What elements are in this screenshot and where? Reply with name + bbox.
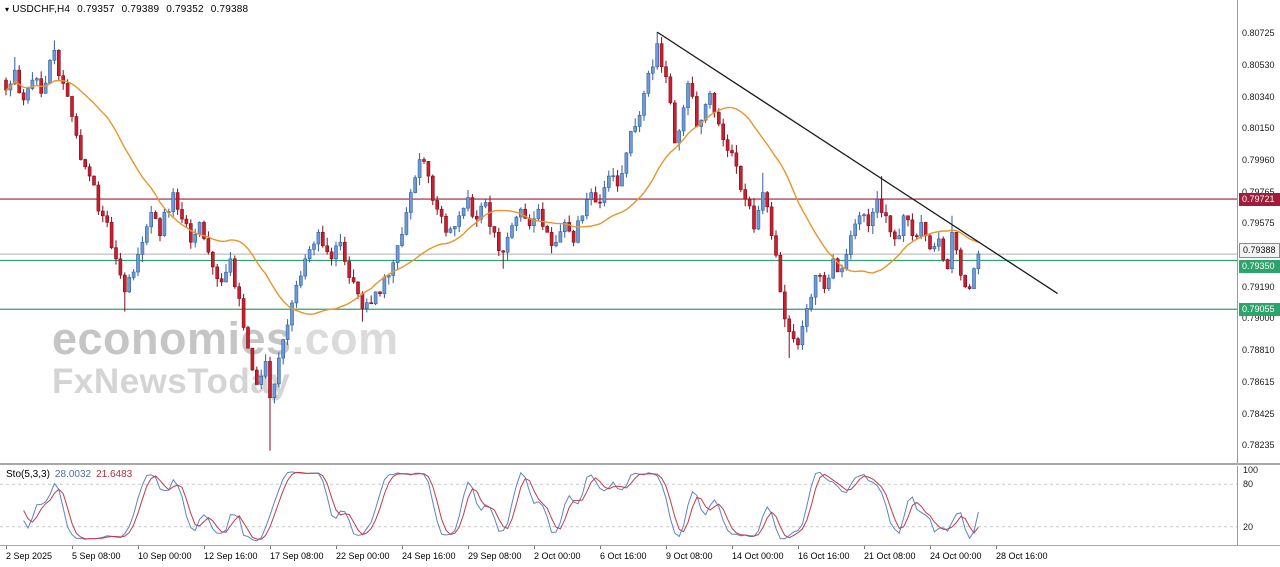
time-axis-tick [468, 546, 469, 549]
symbol-dropdown-icon[interactable]: ▾ [5, 5, 10, 14]
time-axis-tick [600, 546, 601, 549]
price-axis-label: 0.80725 [1242, 27, 1275, 38]
time-axis-tick [930, 546, 931, 549]
time-axis-label: 2 Sep 2025 [6, 551, 53, 561]
descending-trendline [656, 31, 1058, 295]
time-axis-tick [204, 546, 205, 549]
price-axis-label: 0.78425 [1242, 408, 1275, 419]
time-axis-tick [534, 546, 535, 549]
chart-header: ▾ USDCHF,H4 0.79357 0.79389 0.79352 0.793… [5, 4, 252, 15]
stochastic-label: Sto(5,3,3) 28.0032 21.6483 [6, 469, 137, 480]
price-axis-label: 0.79000 [1242, 313, 1275, 324]
horizontal-lines [0, 198, 1237, 310]
price-level-badge: 0.79055 [1239, 302, 1280, 316]
time-axis-tick [336, 546, 337, 549]
time-axis-label: 5 Sep 08:00 [72, 551, 121, 561]
time-axis-label: 28 Oct 16:00 [996, 551, 1048, 561]
time-axis-label: 10 Sep 00:00 [138, 551, 192, 561]
time-axis-label: 12 Sep 16:00 [204, 551, 258, 561]
time-axis-label: 21 Oct 08:00 [864, 551, 916, 561]
price-level-badge: 0.79388 [1239, 242, 1280, 258]
time-axis-label: 17 Sep 08:00 [270, 551, 324, 561]
sto-k-line [23, 471, 979, 542]
time-axis-label: 2 Oct 00:00 [534, 551, 581, 561]
time-axis-label: 24 Sep 16:00 [402, 551, 456, 561]
price-axis-label: 0.79190 [1242, 281, 1275, 292]
stochastic-axis[interactable]: 100 80 20 [1237, 465, 1280, 545]
time-axis-tick [402, 546, 403, 549]
price-axis-label: 0.80340 [1242, 91, 1275, 102]
time-axis-label: 24 Oct 00:00 [930, 551, 982, 561]
time-axis-label: 14 Oct 00:00 [732, 551, 784, 561]
sto-axis-label: 80 [1243, 479, 1254, 490]
time-axis-tick [138, 546, 139, 549]
time-axis-tick [270, 546, 271, 549]
price-axis-label: 0.80530 [1242, 60, 1275, 71]
time-axis-tick [666, 546, 667, 549]
price-axis-label: 0.78810 [1242, 344, 1275, 355]
ohlc-high: 0.79389 [121, 4, 160, 15]
sto-axis-label: 20 [1243, 521, 1254, 532]
watermark: economies.com FxNewsToday [52, 316, 399, 400]
stochastic-name: Sto(5,3,3) [6, 469, 50, 480]
watermark-brand: economies.com [52, 316, 399, 362]
price-level-badge: 0.79721 [1239, 192, 1280, 206]
price-axis-label: 0.79575 [1242, 218, 1275, 229]
price-chart-canvas[interactable] [0, 0, 1237, 463]
sto-d-line [23, 471, 979, 540]
stochastic-d-value: 21.6483 [96, 469, 133, 480]
time-axis-tick [996, 546, 997, 549]
time-axis-tick [732, 546, 733, 549]
time-axis-tick [6, 546, 7, 549]
candlesticks [4, 32, 981, 451]
time-axis-tick [72, 546, 73, 549]
time-axis-tick [798, 546, 799, 549]
price-level-badge: 0.79350 [1239, 259, 1280, 273]
price-axis[interactable]: 0.80725 0.80530 0.80340 0.80150 0.79960 0.797… [1237, 0, 1280, 463]
time-axis-label: 22 Sep 00:00 [336, 551, 390, 561]
price-axis-label: 0.78235 [1242, 439, 1275, 450]
chart-sto-divider[interactable] [0, 463, 1280, 465]
time-axis-label: 29 Sep 08:00 [468, 551, 522, 561]
stochastic-k-value: 28.0032 [54, 469, 92, 480]
sto-axis-label: 100 [1243, 465, 1259, 475]
price-axis-label: 0.78615 [1242, 377, 1275, 388]
time-axis-label: 9 Oct 08:00 [666, 551, 713, 561]
watermark-brand-suffix: .com [291, 313, 399, 364]
stochastic-canvas[interactable] [0, 466, 1237, 545]
ohlc-close: 0.79388 [210, 4, 249, 15]
price-axis-label: 0.79765 [1242, 187, 1275, 197]
time-axis[interactable]: 2 Sep 2025 5 Sep 08:00 10 Sep 00:00 12 Sep … [0, 546, 1280, 567]
price-axis-label: 0.79960 [1242, 154, 1275, 165]
symbol-period-label: USDCHF,H4 [12, 4, 71, 15]
time-axis-label: 16 Oct 16:00 [798, 551, 850, 561]
ohlc-open: 0.79357 [77, 4, 115, 15]
time-axis-label: 6 Oct 16:00 [600, 551, 647, 561]
watermark-subtitle: FxNewsToday [52, 361, 291, 401]
sto-time-divider [0, 545, 1280, 546]
ohlc-low: 0.79352 [166, 4, 204, 15]
price-axis-label: 0.80150 [1242, 123, 1275, 134]
moving-average-line [5, 79, 979, 315]
time-axis-tick [864, 546, 865, 549]
